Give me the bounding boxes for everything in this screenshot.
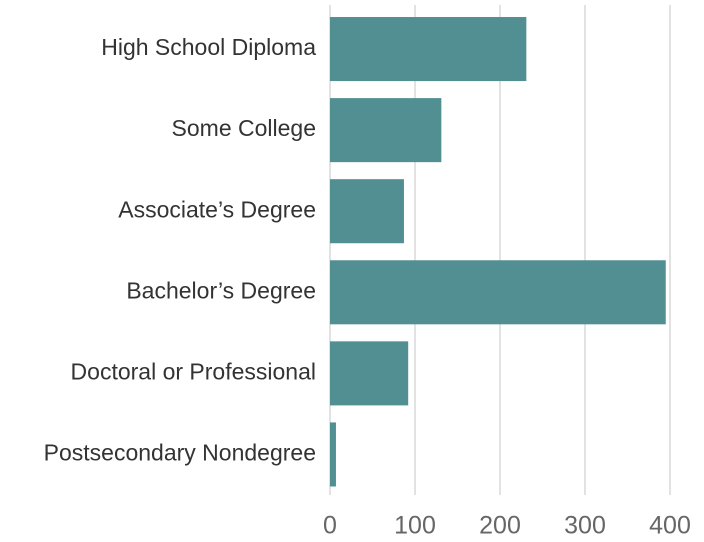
bar <box>330 260 666 325</box>
bar <box>330 422 336 487</box>
bar <box>330 179 404 244</box>
bar <box>330 341 409 406</box>
x-tick-label: 300 <box>564 512 606 540</box>
bar <box>330 98 442 163</box>
y-tick-label: High School Diploma <box>101 34 316 60</box>
y-tick-label: Doctoral or Professional <box>71 358 316 384</box>
y-tick-label: Some College <box>172 115 316 141</box>
y-tick-label: Associate’s Degree <box>118 196 316 222</box>
y-tick-label: Postsecondary Nondegree <box>44 440 316 466</box>
x-tick-label: 200 <box>479 512 521 540</box>
x-tick-label: 400 <box>649 512 691 540</box>
x-tick-label: 0 <box>323 512 337 540</box>
x-tick-label: 100 <box>394 512 436 540</box>
bar <box>330 17 527 82</box>
y-tick-label: Bachelor’s Degree <box>126 277 316 303</box>
